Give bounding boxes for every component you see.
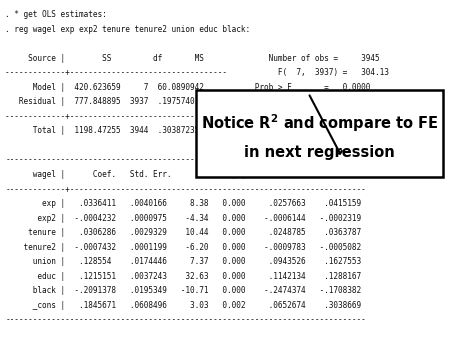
Text: union |   .128554    .0174446     7.37   0.000     .0943526    .1627553: union | .128554 .0174446 7.37 0.000 .094… [5,257,361,266]
Text: . reg wagel exp exp2 tenure tenure2 union educ black:: . reg wagel exp exp2 tenure tenure2 unio… [5,25,251,34]
Text: -------------+----------------------------------------------------------------: -------------+--------------------------… [5,185,366,194]
Text: ------------------------------------------------------------------------------: ----------------------------------------… [5,315,366,324]
Text: tenure |   .0306286   .0029329    10.44   0.000     .0248785    .0363787: tenure | .0306286 .0029329 10.44 0.000 .… [5,228,361,237]
Text: . * get OLS estimates:: . * get OLS estimates: [5,10,107,19]
FancyBboxPatch shape [196,90,443,177]
Text: Residual |  777.848895  3937  .197574015           R-squared      =   0.3510: Residual | 777.848895 3937 .197574015 R-… [5,97,371,106]
Text: Model |  420.623659     7  60.0890942           Prob > F       =   0.0000: Model | 420.623659 7 60.0890942 Prob > F… [5,83,371,92]
Text: -------------+----------------------------------      Adj R-squared  =   0.3498: -------------+--------------------------… [5,112,371,121]
Text: black |  -.2091378   .0195349   -10.71   0.000    -.2474374   -.1708382: black | -.2091378 .0195349 -10.71 0.000 … [5,286,361,295]
Text: wagel |      Coef.   Std. Err.      t    P>|t|     [95% Conf. Interval]: wagel | Coef. Std. Err. t P>|t| [95% Con… [5,170,361,179]
Text: tenure2 |  -.0007432   .0001199    -6.20   0.000    -.0009783   -.0005082: tenure2 | -.0007432 .0001199 -6.20 0.000… [5,243,361,252]
Text: educ |   .1215151   .0037243    32.63   0.000     .1142134    .1288167: educ | .1215151 .0037243 32.63 0.000 .11… [5,272,361,281]
Text: Total |  1198.47255  3944  .303872352           Root MSE       =   .44449: Total | 1198.47255 3944 .303872352 Root … [5,126,371,136]
Text: Source |        SS         df       MS              Number of obs =     3945: Source | SS df MS Number of obs = 3945 [5,54,380,63]
Text: exp2 |  -.0004232   .0000975    -4.34   0.000    -.0006144   -.0002319: exp2 | -.0004232 .0000975 -4.34 0.000 -.… [5,214,361,223]
Text: ------------------------------------------------------------------------------: ----------------------------------------… [5,155,366,165]
Text: _cons |   .1845671   .0608496     3.03   0.002     .0652674    .3038669: _cons | .1845671 .0608496 3.03 0.002 .06… [5,301,361,310]
Text: -------------+----------------------------------           F(  7,  3937) =   304: -------------+--------------------------… [5,68,389,77]
Text: Notice R$^{\mathbf{2}}$ and compare to FE: Notice R$^{\mathbf{2}}$ and compare to F… [201,113,438,134]
Text: exp |   .0336411   .0040166     8.38   0.000     .0257663    .0415159: exp | .0336411 .0040166 8.38 0.000 .0257… [5,199,361,208]
Text: in next regression: in next regression [244,145,395,160]
